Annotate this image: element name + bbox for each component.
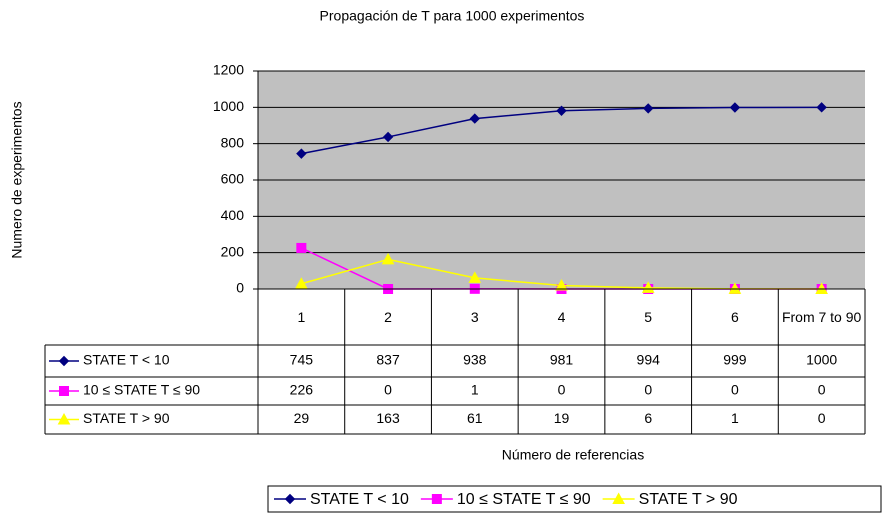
table-value: 938	[463, 352, 487, 368]
x-tick-label: 4	[557, 309, 566, 325]
table-value: 994	[637, 352, 661, 368]
table-row-label: STATE T < 10	[83, 352, 170, 368]
y-tick-label: 200	[221, 243, 245, 259]
data-point	[295, 277, 308, 289]
table-value: 226	[290, 382, 314, 398]
table-value: 1	[731, 410, 739, 426]
legend-marker	[612, 492, 625, 504]
data-point	[729, 102, 741, 113]
data-point	[469, 113, 480, 124]
table-legend-marker	[58, 355, 70, 367]
y-tick-label: 400	[221, 207, 245, 223]
y-tick-label: 1000	[213, 98, 244, 114]
y-axis-label: Numero de experimentos	[9, 101, 25, 258]
table-row-label: STATE T > 90	[83, 410, 170, 426]
table-value: 981	[550, 352, 574, 368]
category-cell: 1	[297, 309, 306, 325]
y-tick-label: 1200	[213, 62, 244, 78]
table-row-label: 10 ≤ STATE T ≤ 90	[83, 382, 200, 398]
data-point	[556, 105, 567, 116]
table-value: 745	[290, 352, 314, 368]
legend-label: STATE T < 10	[310, 491, 409, 508]
y-tick-label: 0	[236, 280, 244, 296]
data-point	[296, 242, 307, 253]
x-tick-label: 2	[384, 309, 392, 325]
data-point	[468, 271, 482, 283]
legend-marker	[284, 493, 296, 505]
table-value: 0	[558, 382, 566, 398]
x-tick-label: 3	[470, 309, 479, 325]
table-value: 0	[731, 382, 739, 398]
table-value: 0	[384, 382, 392, 398]
legend-marker	[431, 494, 442, 504]
x-tick-label: 5	[644, 309, 653, 325]
data-point	[382, 131, 394, 143]
table-value: 0	[818, 382, 826, 398]
category-cell: 6	[731, 309, 739, 325]
y-tick-label: 800	[221, 134, 245, 150]
table-value: 6	[644, 410, 652, 426]
data-point	[816, 102, 827, 113]
table-value: 29	[294, 410, 310, 426]
table-value: 999	[723, 352, 747, 368]
data-point	[643, 103, 654, 114]
chart-title: Propagación de T para 1000 experimentos	[320, 8, 585, 24]
legend-box	[267, 485, 882, 513]
table-value: 19	[554, 410, 570, 426]
x-axis-label: Número de referencias	[502, 447, 644, 463]
table-value: 0	[644, 382, 652, 398]
category-cell: 5	[644, 309, 653, 325]
table-legend-marker	[57, 412, 71, 425]
table-value: 1	[471, 382, 479, 398]
category-cell: 4	[557, 309, 566, 325]
data-point	[728, 282, 742, 294]
table-value: 61	[467, 410, 483, 426]
category-cell: From 7 to 90	[781, 309, 862, 325]
table-value: 1000	[806, 352, 837, 368]
data-point	[641, 281, 655, 293]
category-cell: 2	[384, 309, 392, 325]
data-point	[381, 252, 395, 265]
category-cell: 3	[470, 309, 479, 325]
x-tick-label: 6	[731, 309, 739, 325]
table-value: 0	[818, 410, 826, 426]
y-tick-label: 600	[221, 171, 245, 187]
data-point	[296, 148, 307, 159]
x-tick-label: From 7 to 90	[781, 309, 862, 325]
table-value: 163	[376, 410, 400, 426]
legend-label: STATE T > 90	[639, 491, 738, 508]
legend-label: 10 ≤ STATE T ≤ 90	[457, 491, 591, 508]
x-tick-label: 1	[297, 309, 306, 325]
table-value: 837	[376, 352, 400, 368]
table-legend-marker	[59, 386, 69, 396]
data-point	[555, 279, 568, 291]
